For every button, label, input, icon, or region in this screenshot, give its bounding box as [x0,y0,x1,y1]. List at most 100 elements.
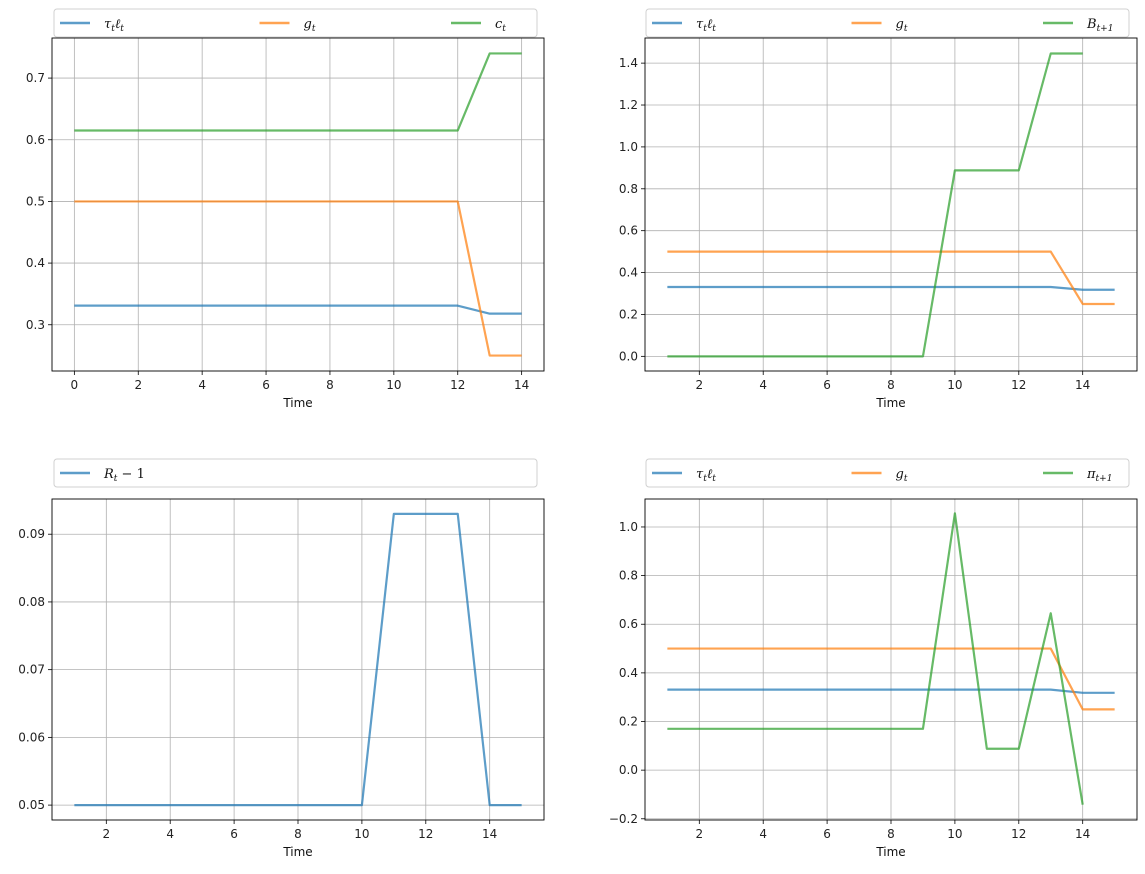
legend: Rt − 1 [53,458,538,488]
x-axis-label: Time [282,845,312,859]
y-tick-label: 0.4 [619,266,638,280]
x-tick-label: 0 [71,378,79,392]
x-tick-label: 12 [1011,378,1026,392]
legend-item-3: πt+1 [1043,467,1112,484]
y-tick-label: 0.7 [26,71,45,85]
legend-label: τtℓt [104,17,124,34]
x-tick-label: 10 [354,827,369,841]
series-line-3 [74,52,522,132]
legend: τtℓt gt ct [53,8,538,38]
x-tick-label: 8 [294,827,302,841]
y-tick-label: 0.2 [619,715,638,729]
y-tick-label: 0.6 [619,617,638,631]
x-tick-label: 6 [823,827,831,841]
chart-panel-1: 0 2 4 6 8 10 12 14 0.3 0.4 0.5 0.6 0.7 Time τtℓt gt ct [26,8,545,410]
series-line-1 [74,512,522,807]
plot-frame [51,37,545,372]
x-tick-label: 10 [947,827,962,841]
y-tick-label: 1.0 [619,520,638,534]
y-tick-label: 0.0 [619,349,638,363]
x-tick-label: 4 [198,378,206,392]
y-tick-label: 0.09 [18,527,45,541]
series-line-2 [74,200,522,357]
legend-label: gt [896,17,908,34]
x-tick-label: 8 [887,827,895,841]
legend-item-1: τtℓt [652,17,716,34]
x-tick-label: 8 [326,378,334,392]
y-tick-label: 0.5 [26,194,45,208]
x-tick-label: 12 [418,827,433,841]
y-tick-label: 0.6 [619,224,638,238]
series-line-3 [667,52,1083,358]
y-tick-label: 0.0 [619,763,638,777]
x-axis-label: Time [875,396,905,410]
x-tick-label: 14 [514,378,529,392]
x-tick-label: 2 [695,827,703,841]
series-line-3 [667,512,1084,805]
y-tick-label: 0.3 [26,318,45,332]
y-tick-label: 1.0 [619,140,638,154]
legend-label: πt+1 [1086,467,1112,484]
x-tick-label: 12 [450,378,465,392]
series-line-2 [667,647,1115,711]
x-tick-label: 14 [1075,378,1090,392]
legend-label: Bt+1 [1086,17,1113,34]
legend: τtℓt gt Bt+1 [645,8,1130,38]
legend-label: τtℓt [696,17,716,34]
y-tick-label: 0.08 [18,595,45,609]
y-tick-label: 1.4 [619,56,638,70]
series-line-1 [667,285,1115,291]
series-line-1 [667,688,1115,694]
x-tick-label: 2 [695,378,703,392]
legend-label: gt [896,467,908,484]
y-tick-label: 0.8 [619,182,638,196]
y-tick-label: 0.07 [18,663,45,677]
x-tick-label: 10 [947,378,962,392]
x-tick-label: 6 [823,378,831,392]
legend-item-2: gt [259,17,316,34]
legend-item-3: Bt+1 [1043,17,1113,34]
legend-label: gt [304,17,316,34]
x-tick-label: 14 [1075,827,1090,841]
series-line-1 [74,304,522,315]
legend-item-3: ct [451,17,506,34]
legend-label: τtℓt [696,467,716,484]
x-tick-label: 2 [102,827,110,841]
x-tick-label: 2 [134,378,142,392]
x-axis-label: Time [282,396,312,410]
y-tick-label: −0.2 [609,812,638,826]
x-tick-label: 6 [230,827,238,841]
legend-item-1: τtℓt [652,467,716,484]
legend-box [645,458,1130,488]
x-tick-label: 4 [759,827,767,841]
legend-box [645,8,1130,38]
chart-panel-4: 2 4 6 8 10 12 14 −0.2 0.0 0.2 0.4 0.6 0.8 1.0 Time τtℓt… [609,458,1138,859]
x-tick-label: 12 [1011,827,1026,841]
legend-item-1: τtℓt [60,17,124,34]
y-tick-label: 0.8 [619,569,638,583]
series-line-2 [667,250,1115,306]
y-tick-label: 0.2 [619,307,638,321]
y-tick-label: 1.2 [619,98,638,112]
y-tick-label: 0.06 [18,730,45,744]
legend-box [53,458,538,488]
legend-label: ct [495,17,506,34]
legend: τtℓt gt πt+1 [645,458,1130,488]
legend-item-2: gt [851,17,908,34]
chart-panel-3: 2 4 6 8 10 12 14 0.05 0.06 0.07 0.08 0.09 Time Rt − 1 [18,458,545,859]
chart-panel-2: 2 4 6 8 10 12 14 0.0 0.2 0.4 0.6 0.8 1.0 1.2 1.4 Time τt… [619,8,1138,410]
y-tick-label: 0.05 [18,798,45,812]
legend-label: Rt − 1 [103,467,145,484]
legend-item-2: gt [851,467,908,484]
legend-item-1: Rt − 1 [60,467,145,484]
x-tick-label: 10 [386,378,401,392]
x-tick-label: 4 [166,827,174,841]
x-tick-label: 8 [887,378,895,392]
y-tick-label: 0.4 [619,666,638,680]
y-tick-label: 0.6 [26,133,45,147]
y-tick-label: 0.4 [26,256,45,270]
legend-box [53,8,538,38]
x-axis-label: Time [875,845,905,859]
x-tick-label: 14 [482,827,497,841]
